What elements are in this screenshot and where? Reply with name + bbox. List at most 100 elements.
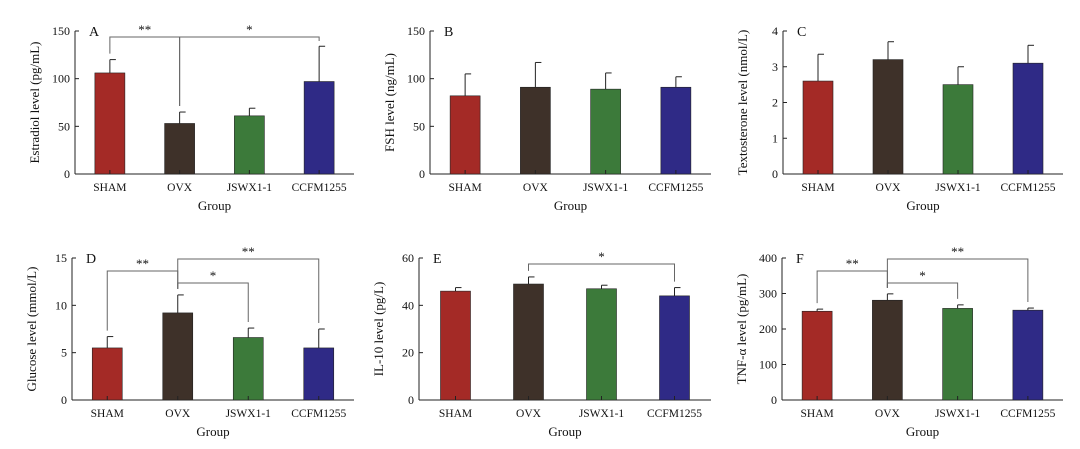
x-tick-label: SHAM xyxy=(93,182,126,194)
bar-ccfm1255 xyxy=(660,86,692,175)
significance-label: ** xyxy=(951,244,964,259)
panel-letter: E xyxy=(433,252,442,267)
bar-ovx xyxy=(513,283,544,401)
panel-a: 0 50 100 150 A Estradiol level (pg/mL) Group SH… xyxy=(27,22,354,213)
x-tick-label: JSWX1-1 xyxy=(579,408,625,420)
x-tick-label: CCFM1255 xyxy=(648,182,703,194)
x-axis-title: Group xyxy=(554,198,587,213)
bracket-line xyxy=(177,258,320,323)
y-tick-label: 10 xyxy=(55,298,67,312)
x-axis-title: Group xyxy=(196,424,229,439)
y-tick-label: 0 xyxy=(408,393,414,407)
y-tick-label: 0 xyxy=(772,167,778,181)
y-tick-label: 100 xyxy=(52,72,70,86)
panel-letter: A xyxy=(89,25,100,40)
x-tick-label: OVX xyxy=(876,182,902,194)
significance-label: ** xyxy=(846,256,859,271)
x-tick-label: JSWX1-1 xyxy=(935,408,981,420)
bar-jswx1-1 xyxy=(942,84,974,175)
x-tick-label: CCFM1255 xyxy=(291,408,346,420)
x-tick-label: JSWX1-1 xyxy=(935,182,981,194)
y-tick-label: 100 xyxy=(759,358,777,372)
y-axis-title: FSH level (ng/mL) xyxy=(382,53,397,152)
y-tick-label: 0 xyxy=(61,393,67,407)
significance-label: * xyxy=(598,249,605,264)
bar-ovx xyxy=(520,86,551,175)
bracket-line xyxy=(528,263,675,282)
x-tick-label: JSWX1-1 xyxy=(226,408,272,420)
bar-sham xyxy=(801,310,833,401)
significance-bracket: ** xyxy=(816,256,888,304)
bar-ccfm1255 xyxy=(1012,309,1044,401)
y-tick-label: 4 xyxy=(772,24,778,38)
bar-sham xyxy=(449,95,481,175)
x-tick-label: SHAM xyxy=(801,408,834,420)
y-axis-title: Textosterone level (nmol/L) xyxy=(735,30,750,176)
y-tick-label: 0 xyxy=(64,167,70,181)
bracket-line xyxy=(886,258,1029,303)
y-tick-label: 0 xyxy=(771,393,777,407)
y-tick-label: 50 xyxy=(413,119,425,133)
significance-bracket: * xyxy=(886,268,959,299)
x-tick-label: OVX xyxy=(516,408,542,420)
bar-ccfm1255 xyxy=(1012,62,1044,175)
bar-ovx xyxy=(164,123,195,175)
y-tick-label: 1 xyxy=(772,131,778,145)
bar-jswx1-1 xyxy=(586,288,617,401)
significance-label: * xyxy=(246,22,253,37)
x-tick-label: CCFM1255 xyxy=(647,408,702,420)
significance-label: * xyxy=(210,268,217,283)
significance-label: ** xyxy=(138,22,151,37)
significance-label: ** xyxy=(242,244,255,259)
x-tick-label: CCFM1255 xyxy=(1000,408,1055,420)
bracket-line xyxy=(816,270,888,304)
bar-sham xyxy=(440,290,471,401)
y-tick-label: 50 xyxy=(58,119,70,133)
panel-b: 0 50 100 150 B FSH level (ng/mL) Group SHAM OVX J… xyxy=(382,24,711,213)
y-tick-label: 100 xyxy=(407,72,425,86)
y-axis-title: IL-10 level (pg/L) xyxy=(371,282,386,377)
bracket-line xyxy=(886,282,959,299)
bar-ovx xyxy=(872,299,903,401)
x-tick-label: OVX xyxy=(523,182,549,194)
y-axis-title: TNF-α level (pg/mL) xyxy=(734,274,749,385)
x-tick-label: CCFM1255 xyxy=(292,182,347,194)
significance-bracket: * xyxy=(528,249,675,282)
x-tick-label: CCFM1255 xyxy=(1001,182,1056,194)
y-tick-label: 60 xyxy=(402,251,414,265)
x-tick-label: OVX xyxy=(875,408,901,420)
bar-jswx1-1 xyxy=(234,115,265,175)
y-tick-label: 3 xyxy=(772,60,778,74)
x-tick-label: SHAM xyxy=(439,408,472,420)
y-tick-label: 20 xyxy=(402,346,414,360)
panel-letter: F xyxy=(796,252,804,267)
x-tick-label: JSWX1-1 xyxy=(227,182,273,194)
y-tick-label: 5 xyxy=(61,346,67,360)
y-tick-label: 15 xyxy=(55,251,67,265)
x-tick-label: SHAM xyxy=(801,182,834,194)
significance-bracket: * xyxy=(179,22,320,107)
x-axis-title: Group xyxy=(906,424,939,439)
bar-sham xyxy=(94,72,126,175)
y-tick-label: 150 xyxy=(52,24,70,38)
significance-bracket: ** xyxy=(177,244,320,323)
y-tick-label: 300 xyxy=(759,287,777,301)
panel-letter: D xyxy=(86,252,96,267)
panel-e: 0 20 40 60 E IL-10 level (pg/L) Group SHAM OVX JS… xyxy=(371,249,711,439)
bracket-line xyxy=(179,36,320,107)
x-axis-title: Group xyxy=(548,424,581,439)
bar-ovx xyxy=(162,312,194,401)
x-axis-title: Group xyxy=(198,198,231,213)
x-axis-title: Group xyxy=(906,198,939,213)
y-axis-title: Glucose level (mmol/L) xyxy=(24,267,39,392)
bar-sham xyxy=(91,347,123,401)
significance-label: ** xyxy=(136,256,149,271)
x-tick-label: SHAM xyxy=(91,408,124,420)
significance-bracket: ** xyxy=(886,244,1029,303)
x-tick-label: SHAM xyxy=(449,182,482,194)
y-axis-title: Estradiol level (pg/mL) xyxy=(27,41,42,163)
panel-letter: C xyxy=(797,25,806,40)
panel-d: 0 5 10 15 D Glucose level (mmol/L) Group SHAM OV… xyxy=(24,244,354,439)
panel-c: 0 1 2 3 4 C Textosterone level (nmol/L) Group SH… xyxy=(735,24,1063,213)
